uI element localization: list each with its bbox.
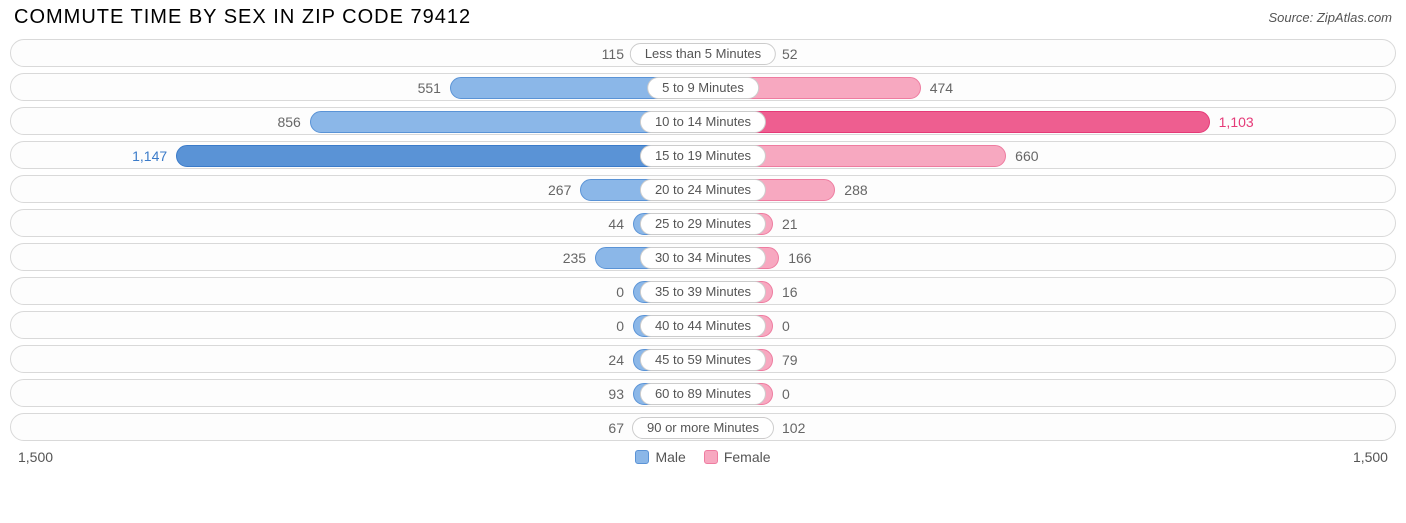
female-value: 79 <box>782 346 798 373</box>
chart-row: 0 0 40 to 44 Minutes <box>10 311 1396 339</box>
axis-max-left: 1,500 <box>18 449 53 465</box>
category-pill: 40 to 44 Minutes <box>640 315 766 337</box>
category-pill: 20 to 24 Minutes <box>640 179 766 201</box>
legend: Male Female <box>635 449 770 465</box>
category-pill: 25 to 29 Minutes <box>640 213 766 235</box>
female-value: 0 <box>782 312 790 339</box>
chart-source: Source: ZipAtlas.com <box>1268 10 1392 25</box>
category-pill: 90 or more Minutes <box>632 417 774 439</box>
category-pill: Less than 5 Minutes <box>630 43 776 65</box>
female-value: 1,103 <box>1219 108 1254 135</box>
legend-female-label: Female <box>724 449 771 465</box>
female-value: 21 <box>782 210 798 237</box>
chart-row: 0 16 35 to 39 Minutes <box>10 277 1396 305</box>
chart-footer: 1,500 Male Female 1,500 <box>10 447 1396 465</box>
chart-header: COMMUTE TIME BY SEX IN ZIP CODE 79412 So… <box>10 6 1396 39</box>
category-pill: 35 to 39 Minutes <box>640 281 766 303</box>
chart-row: 1,147 660 15 to 19 Minutes <box>10 141 1396 169</box>
category-pill: 60 to 89 Minutes <box>640 383 766 405</box>
male-value: 267 <box>548 176 571 203</box>
male-value: 93 <box>608 380 624 407</box>
male-value: 1,147 <box>132 142 167 169</box>
chart-rows: 115 52 Less than 5 Minutes 551 474 5 to 9 Min… <box>10 39 1396 441</box>
axis-max-right: 1,500 <box>1353 449 1388 465</box>
category-pill: 10 to 14 Minutes <box>640 111 766 133</box>
category-pill: 5 to 9 Minutes <box>647 77 759 99</box>
commute-chart: COMMUTE TIME BY SEX IN ZIP CODE 79412 So… <box>0 0 1406 471</box>
male-value: 44 <box>608 210 624 237</box>
chart-row: 551 474 5 to 9 Minutes <box>10 73 1396 101</box>
legend-male: Male <box>635 449 685 465</box>
chart-row: 93 0 60 to 89 Minutes <box>10 379 1396 407</box>
chart-row: 67 102 90 or more Minutes <box>10 413 1396 441</box>
female-value: 166 <box>788 244 811 271</box>
category-pill: 15 to 19 Minutes <box>640 145 766 167</box>
chart-row: 24 79 45 to 59 Minutes <box>10 345 1396 373</box>
female-value: 102 <box>782 414 805 441</box>
female-value: 16 <box>782 278 798 305</box>
female-swatch-icon <box>704 450 718 464</box>
male-value: 115 <box>602 40 624 67</box>
chart-row: 267 288 20 to 24 Minutes <box>10 175 1396 203</box>
female-value: 474 <box>930 74 953 101</box>
chart-title: COMMUTE TIME BY SEX IN ZIP CODE 79412 <box>14 6 471 29</box>
chart-row: 856 1,103 10 to 14 Minutes <box>10 107 1396 135</box>
male-value: 67 <box>608 414 624 441</box>
chart-row: 115 52 Less than 5 Minutes <box>10 39 1396 67</box>
male-bar <box>176 145 703 167</box>
female-bar <box>703 111 1210 133</box>
legend-female: Female <box>704 449 771 465</box>
chart-row: 235 166 30 to 34 Minutes <box>10 243 1396 271</box>
category-pill: 30 to 34 Minutes <box>640 247 766 269</box>
legend-male-label: Male <box>655 449 685 465</box>
male-value: 551 <box>418 74 441 101</box>
male-value: 856 <box>277 108 300 135</box>
female-value: 288 <box>844 176 867 203</box>
female-value: 660 <box>1015 142 1038 169</box>
category-pill: 45 to 59 Minutes <box>640 349 766 371</box>
female-value: 52 <box>782 40 798 67</box>
male-value: 235 <box>563 244 586 271</box>
male-value: 0 <box>616 278 624 305</box>
female-value: 0 <box>782 380 790 407</box>
male-value: 24 <box>608 346 624 373</box>
chart-row: 44 21 25 to 29 Minutes <box>10 209 1396 237</box>
male-value: 0 <box>616 312 624 339</box>
male-swatch-icon <box>635 450 649 464</box>
